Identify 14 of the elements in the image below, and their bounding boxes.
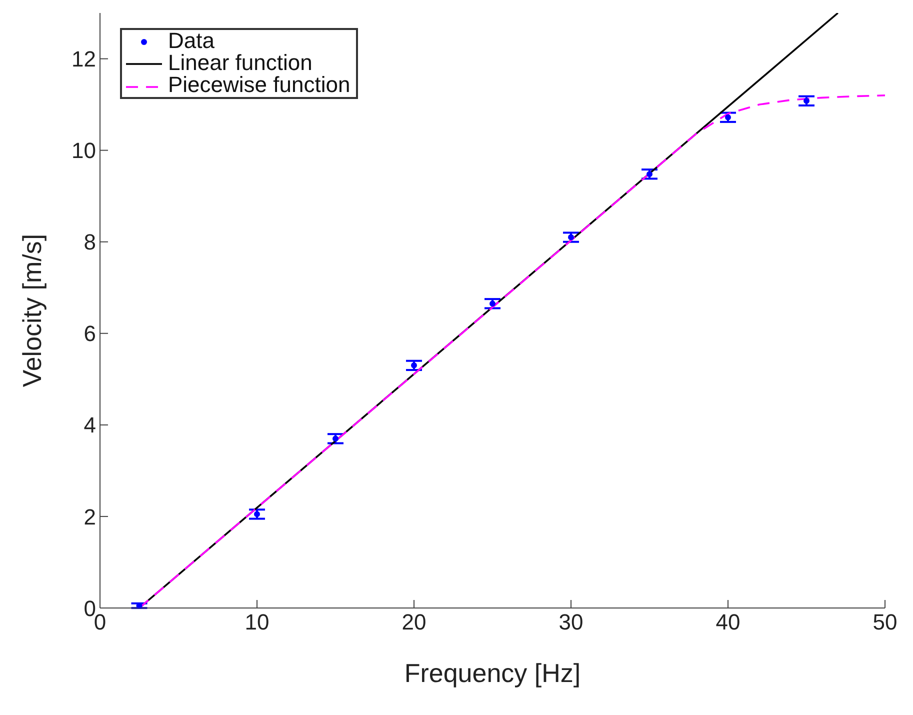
- y-tick-label: 6: [84, 321, 96, 346]
- y-tick-label: 12: [72, 46, 96, 72]
- x-tick-label: 30: [558, 610, 584, 635]
- x-axis-title: Frequency [Hz]: [404, 658, 581, 688]
- x-tick-label: 50: [872, 610, 898, 635]
- y-tick-label: 8: [84, 230, 96, 255]
- y-axis-title: Velocity [m/s]: [17, 234, 48, 388]
- legend-label: Data: [168, 28, 214, 53]
- x-tick-label: 40: [716, 610, 740, 635]
- y-tick-label: 4: [84, 412, 96, 438]
- x-tick-label: 10: [244, 610, 270, 635]
- y-tick-label: 2: [84, 504, 96, 530]
- y-tick-label: 10: [72, 138, 96, 164]
- x-tick-label: 20: [402, 610, 426, 635]
